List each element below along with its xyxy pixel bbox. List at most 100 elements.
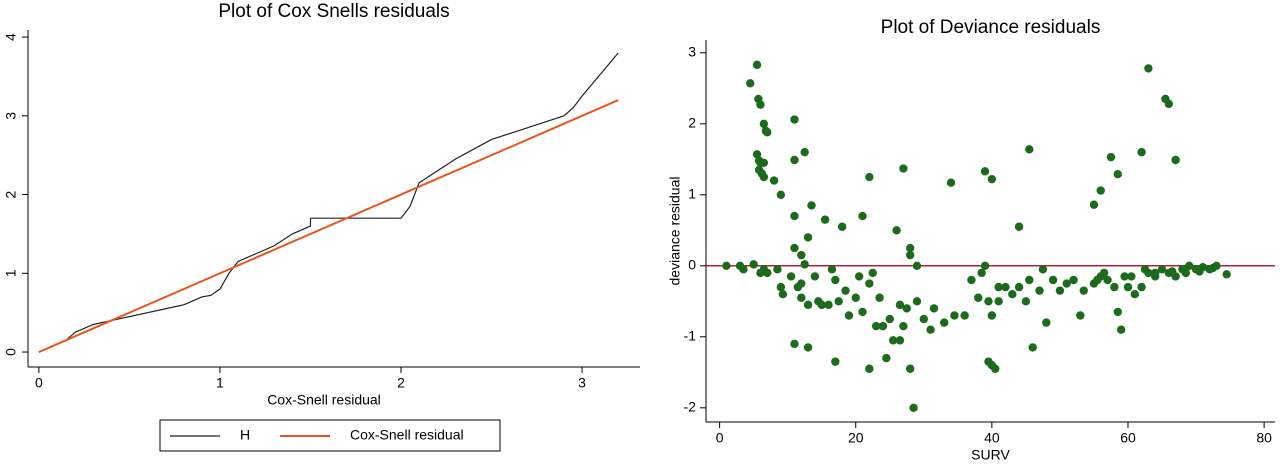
point xyxy=(940,318,949,327)
point xyxy=(919,314,928,324)
point xyxy=(1157,265,1167,274)
point xyxy=(1137,147,1146,157)
point xyxy=(912,297,922,306)
point xyxy=(987,311,997,320)
point xyxy=(1151,268,1160,278)
point xyxy=(1130,289,1139,299)
point xyxy=(960,311,969,320)
point xyxy=(1028,343,1037,352)
point xyxy=(841,286,850,295)
point xyxy=(902,304,911,313)
point xyxy=(722,261,731,270)
point xyxy=(865,172,874,182)
y-tick-label: 1 xyxy=(3,269,19,277)
point xyxy=(912,261,922,270)
point xyxy=(1014,282,1024,292)
point xyxy=(987,174,997,184)
y-tick-label: 1 xyxy=(688,185,696,201)
point xyxy=(1099,268,1109,278)
point xyxy=(854,272,864,281)
point xyxy=(1120,272,1129,281)
x-tick-label: 2 xyxy=(397,375,405,391)
point xyxy=(790,339,799,349)
point xyxy=(773,265,782,274)
point xyxy=(1069,275,1078,285)
y-tick-label: 0 xyxy=(3,348,19,356)
point xyxy=(871,321,881,331)
point xyxy=(899,164,908,173)
point xyxy=(1089,200,1099,209)
point xyxy=(763,268,772,278)
x-tick-label: 0 xyxy=(716,430,724,446)
y-tick-label: 2 xyxy=(688,114,696,130)
point xyxy=(1208,263,1218,273)
point xyxy=(776,282,786,292)
point xyxy=(1127,272,1136,281)
point xyxy=(820,215,830,224)
point xyxy=(929,304,939,313)
point xyxy=(1021,297,1031,306)
y-axis-label: deviance residual xyxy=(667,177,683,286)
point xyxy=(759,172,769,182)
point xyxy=(831,357,840,366)
y-tick-label: 3 xyxy=(688,43,696,59)
point xyxy=(752,150,762,159)
point xyxy=(909,403,918,412)
point xyxy=(865,279,874,288)
point xyxy=(810,272,820,281)
point xyxy=(905,364,915,373)
point xyxy=(837,222,847,231)
legend-label: Cox-Snell residual xyxy=(350,427,464,443)
x-tick-label: 60 xyxy=(1120,430,1136,446)
point xyxy=(803,300,813,310)
y-tick-label: -1 xyxy=(684,327,697,343)
point xyxy=(790,243,799,253)
point xyxy=(980,167,990,176)
point xyxy=(899,321,908,331)
point xyxy=(817,300,826,310)
x-tick-label: 20 xyxy=(848,430,864,446)
point xyxy=(888,336,898,345)
point xyxy=(1055,286,1065,295)
point xyxy=(1222,270,1231,279)
point xyxy=(1113,169,1122,179)
point xyxy=(778,289,788,299)
point xyxy=(851,293,860,302)
point xyxy=(1171,155,1180,165)
point xyxy=(994,297,1003,306)
x-tick-label: 40 xyxy=(984,430,1000,446)
chart-title: Plot of Deviance residuals xyxy=(881,17,1101,38)
point xyxy=(797,250,806,260)
point xyxy=(759,158,769,168)
y-tick-label: 3 xyxy=(3,112,19,120)
point xyxy=(769,176,779,185)
point xyxy=(763,128,772,137)
point xyxy=(790,115,799,124)
point xyxy=(790,155,799,165)
point xyxy=(1164,99,1174,109)
point xyxy=(803,343,813,352)
point xyxy=(749,260,758,269)
point xyxy=(1025,275,1034,285)
point xyxy=(946,178,956,187)
point xyxy=(984,357,993,366)
point xyxy=(1042,318,1051,327)
point xyxy=(1103,275,1112,285)
point xyxy=(746,79,755,88)
point xyxy=(739,265,748,274)
point xyxy=(1093,275,1102,285)
point xyxy=(858,211,867,221)
point xyxy=(1079,286,1088,295)
point xyxy=(1025,145,1034,154)
point xyxy=(994,282,1003,292)
point xyxy=(1106,152,1116,162)
point xyxy=(895,336,905,345)
point xyxy=(878,321,888,331)
point xyxy=(905,243,915,253)
point xyxy=(950,311,959,320)
point xyxy=(786,272,796,281)
point xyxy=(885,314,894,324)
point xyxy=(807,201,816,210)
line xyxy=(38,99,619,353)
